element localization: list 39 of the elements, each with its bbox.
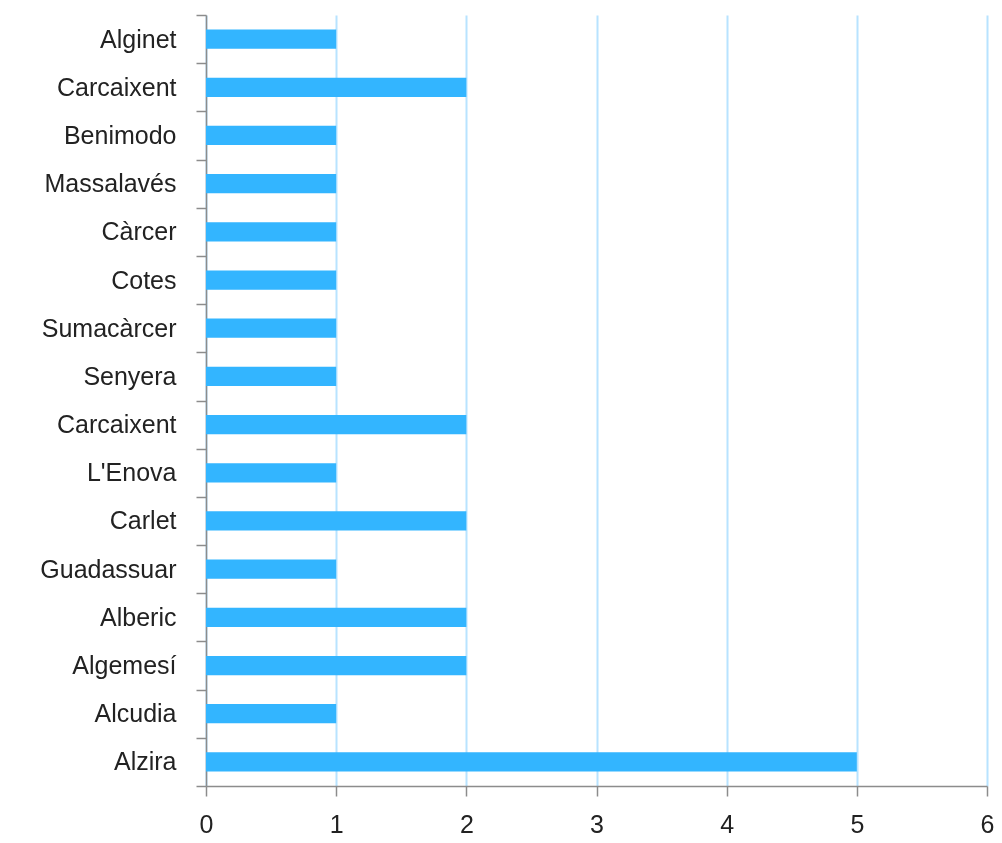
bar (206, 511, 467, 531)
bar (206, 704, 337, 724)
bar (206, 463, 337, 483)
y-tick-label: Carcaixent (57, 72, 177, 101)
y-tick-label: Carcaixent (57, 410, 177, 439)
bar (206, 318, 337, 338)
y-tick-label: Alcudia (94, 699, 177, 728)
bar (206, 559, 337, 579)
y-tick-label: Alberic (100, 602, 177, 631)
bar (206, 414, 467, 435)
bar (206, 174, 337, 194)
y-tick-label: Senyera (83, 361, 177, 390)
bar (206, 366, 337, 387)
y-tick-label: Alzira (113, 747, 177, 776)
y-tick-label: Alginet (100, 24, 177, 53)
bar (206, 222, 337, 242)
y-tick-label: Benimodo (63, 120, 177, 149)
x-tick-label: 5 (850, 809, 865, 838)
y-tick-label: Carlet (109, 506, 177, 535)
bar (206, 752, 857, 772)
y-tick-label: Guadassuar (40, 554, 177, 583)
x-tick-label: 4 (720, 809, 735, 838)
x-tick-label: 3 (590, 809, 604, 838)
x-tick-label: 1 (329, 809, 344, 838)
y-tick-label: Càrcer (101, 217, 177, 246)
bar (206, 125, 337, 146)
x-tick-label: 6 (980, 809, 995, 838)
x-tick-label: 2 (459, 809, 474, 838)
bar (206, 270, 337, 290)
y-tick-label: L'Enova (86, 458, 177, 487)
y-tick-label: Cotes (111, 265, 177, 294)
x-tick-label: 0 (199, 809, 214, 838)
y-tick-label: Massalavés (44, 169, 177, 198)
bar (206, 655, 467, 676)
bar (206, 607, 467, 627)
y-tick-label: Sumacàrcer (41, 313, 177, 342)
bar (206, 77, 467, 97)
bar (206, 29, 337, 49)
y-tick-label: Algemesí (72, 651, 177, 680)
